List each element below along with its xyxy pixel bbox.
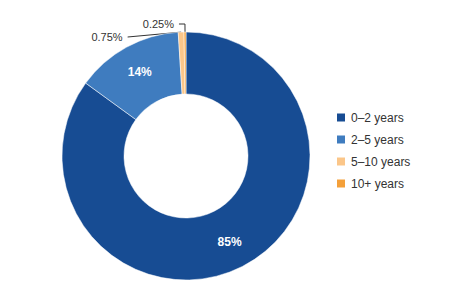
svg-text:5–10 years: 5–10 years [351, 155, 410, 169]
svg-text:2–5 years: 2–5 years [351, 133, 404, 147]
svg-text:85%: 85% [218, 235, 242, 249]
svg-text:14%: 14% [128, 65, 152, 79]
svg-text:10+ years: 10+ years [351, 177, 404, 191]
svg-text:0.75%: 0.75% [91, 31, 122, 43]
svg-text:0–2 years: 0–2 years [351, 111, 404, 125]
svg-text:0.25%: 0.25% [143, 18, 174, 30]
